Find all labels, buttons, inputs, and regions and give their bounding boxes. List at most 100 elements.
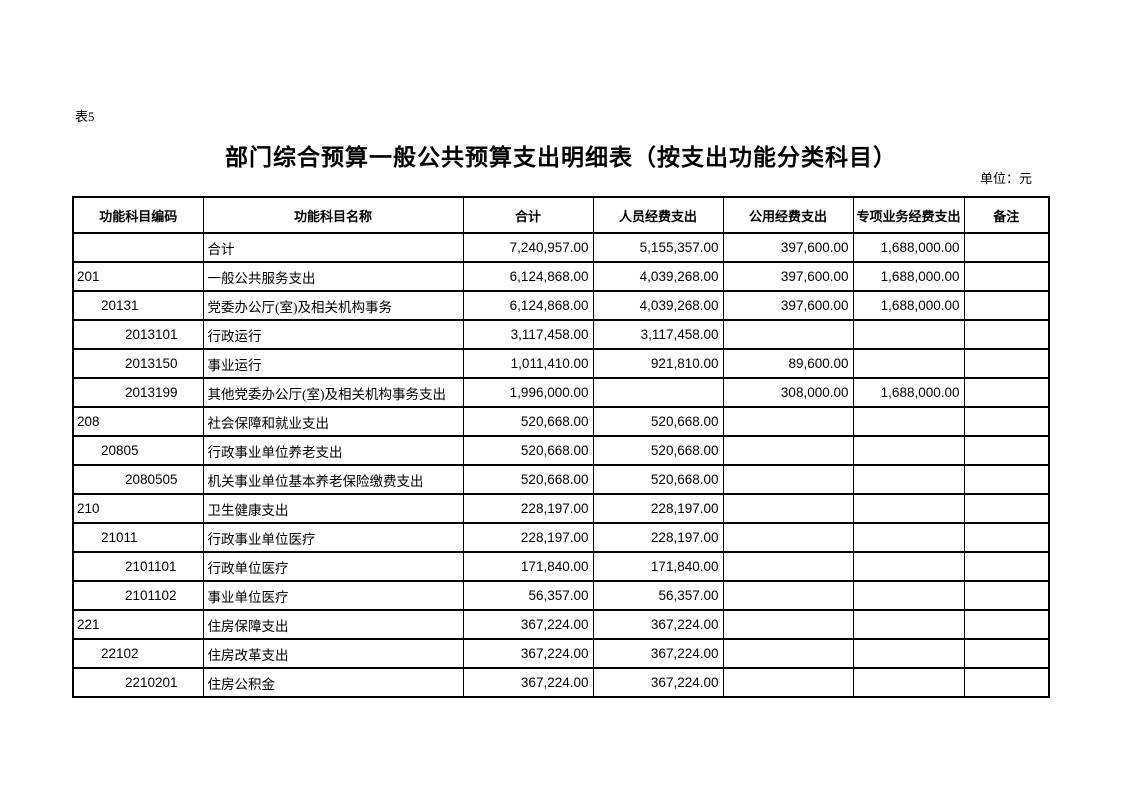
cell-special: 1,688,000.00 [852, 377, 965, 408]
cell-public [722, 406, 854, 437]
cell-personnel: 5,155,357.00 [592, 232, 724, 263]
table-body: 合计 7,240,957.00 5,155,357.00 397,600.00 1,68… [72, 232, 1050, 698]
cell-name: 事业运行 [202, 348, 464, 379]
cell-public [722, 435, 854, 466]
table-row: 20805 行政事业单位养老支出 520,668.00 520,668.00 [72, 435, 1050, 466]
header-row: 功能科目编码 功能科目名称 合计 人员经费支出 公用经费支出 专项业务经费支出 … [72, 196, 1050, 234]
cell-remark [963, 580, 1050, 611]
cell-public [722, 551, 854, 582]
cell-public: 397,600.00 [722, 290, 854, 321]
cell-public [722, 319, 854, 350]
cell-name: 行政事业单位医疗 [202, 522, 464, 553]
cell-special [852, 493, 965, 524]
cell-code: 2013150 [72, 348, 204, 379]
cell-public: 308,000.00 [722, 377, 854, 408]
cell-special [852, 667, 965, 698]
cell-personnel: 3,117,458.00 [592, 319, 724, 350]
cell-code: 210 [72, 493, 204, 524]
table-row: 22102 住房改革支出 367,224.00 367,224.00 [72, 638, 1050, 669]
cell-remark [963, 609, 1050, 640]
cell-code: 2013101 [72, 319, 204, 350]
cell-code: 221 [72, 609, 204, 640]
cell-name: 住房改革支出 [202, 638, 464, 669]
table-row: 2080505 机关事业单位基本养老保险缴费支出 520,668.00 520,668… [72, 464, 1050, 495]
cell-remark [963, 435, 1050, 466]
cell-remark [963, 522, 1050, 553]
cell-personnel: 520,668.00 [592, 464, 724, 495]
cell-personnel: 367,224.00 [592, 667, 724, 698]
cell-special: 1,688,000.00 [852, 261, 965, 292]
cell-total: 520,668.00 [462, 435, 594, 466]
cell-special [852, 348, 965, 379]
cell-public: 397,600.00 [722, 232, 854, 263]
cell-name: 合计 [202, 232, 464, 263]
cell-code [72, 232, 204, 263]
cell-personnel: 367,224.00 [592, 638, 724, 669]
cell-remark [963, 638, 1050, 669]
cell-public [722, 638, 854, 669]
cell-remark [963, 348, 1050, 379]
cell-code: 20805 [72, 435, 204, 466]
cell-special [852, 406, 965, 437]
table-row: 221 住房保障支出 367,224.00 367,224.00 [72, 609, 1050, 640]
cell-total: 7,240,957.00 [462, 232, 594, 263]
cell-name: 党委办公厅(室)及相关机构事务 [202, 290, 464, 321]
cell-total: 6,124,868.00 [462, 290, 594, 321]
budget-table: 功能科目编码 功能科目名称 合计 人员经费支出 公用经费支出 专项业务经费支出 … [72, 196, 1050, 698]
cell-total: 1,011,410.00 [462, 348, 594, 379]
cell-total: 171,840.00 [462, 551, 594, 582]
cell-code: 201 [72, 261, 204, 292]
table-row: 2013199 其他党委办公厅(室)及相关机构事务支出 1,996,000.00 30… [72, 377, 1050, 408]
cell-code: 21011 [72, 522, 204, 553]
header-public: 公用经费支出 [722, 196, 854, 234]
cell-total: 6,124,868.00 [462, 261, 594, 292]
cell-personnel: 228,197.00 [592, 522, 724, 553]
header-name: 功能科目名称 [202, 196, 464, 234]
cell-name: 住房公积金 [202, 667, 464, 698]
cell-total: 56,357.00 [462, 580, 594, 611]
cell-total: 228,197.00 [462, 522, 594, 553]
header-personnel: 人员经费支出 [592, 196, 724, 234]
header-special: 专项业务经费支出 [852, 196, 965, 234]
header-total: 合计 [462, 196, 594, 234]
cell-remark [963, 551, 1050, 582]
cell-special: 1,688,000.00 [852, 232, 965, 263]
cell-public [722, 522, 854, 553]
cell-total: 520,668.00 [462, 464, 594, 495]
table-number-label: 表5 [75, 109, 95, 124]
cell-special [852, 580, 965, 611]
cell-personnel: 4,039,268.00 [592, 261, 724, 292]
table-row: 2101102 事业单位医疗 56,357.00 56,357.00 [72, 580, 1050, 611]
cell-total: 3,117,458.00 [462, 319, 594, 350]
cell-total: 228,197.00 [462, 493, 594, 524]
table-row: 2013150 事业运行 1,011,410.00 921,810.00 89,600.… [72, 348, 1050, 379]
cell-special [852, 435, 965, 466]
cell-name: 住房保障支出 [202, 609, 464, 640]
cell-remark [963, 377, 1050, 408]
cell-remark [963, 232, 1050, 263]
cell-public: 397,600.00 [722, 261, 854, 292]
cell-personnel: 228,197.00 [592, 493, 724, 524]
cell-code: 22102 [72, 638, 204, 669]
cell-total: 520,668.00 [462, 406, 594, 437]
cell-name: 社会保障和就业支出 [202, 406, 464, 437]
table-row: 2101101 行政单位医疗 171,840.00 171,840.00 [72, 551, 1050, 582]
cell-personnel: 367,224.00 [592, 609, 724, 640]
unit-note: 单位：元 [979, 171, 1032, 186]
table-row: 201 一般公共服务支出 6,124,868.00 4,039,268.00 397,6… [72, 261, 1050, 292]
cell-public [722, 667, 854, 698]
cell-public [722, 493, 854, 524]
cell-remark [963, 406, 1050, 437]
cell-remark [963, 290, 1050, 321]
cell-name: 行政事业单位养老支出 [202, 435, 464, 466]
cell-code: 2101102 [72, 580, 204, 611]
table-row: 2210201 住房公积金 367,224.00 367,224.00 [72, 667, 1050, 698]
cell-personnel [592, 377, 724, 408]
cell-special [852, 551, 965, 582]
cell-code: 2013199 [72, 377, 204, 408]
table-header: 功能科目编码 功能科目名称 合计 人员经费支出 公用经费支出 专项业务经费支出 … [72, 196, 1050, 234]
cell-name: 一般公共服务支出 [202, 261, 464, 292]
cell-name: 卫生健康支出 [202, 493, 464, 524]
header-code: 功能科目编码 [72, 196, 204, 234]
